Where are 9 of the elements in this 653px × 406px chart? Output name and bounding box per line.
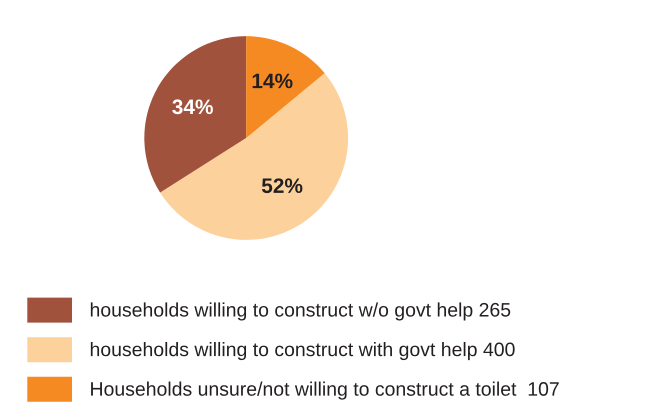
pie-slice (144, 36, 246, 193)
legend-label: households willing to construct w/o govt help 265 (90, 302, 510, 321)
data-label: 34% (172, 99, 213, 114)
legend-label: households willing to construct with govt help 400 (90, 342, 515, 360)
pie-slice (246, 36, 325, 138)
pie-slice (160, 73, 348, 240)
data-label: 14% (252, 74, 293, 88)
legend-label: Households unsure/not willing to construct a toilet 107 (91, 382, 559, 400)
data-label: 52% (262, 178, 302, 194)
